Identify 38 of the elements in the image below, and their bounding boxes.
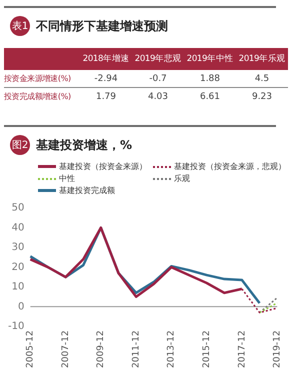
x-tick-label: 2015-12: [202, 330, 212, 368]
x-tick-label: 2019年悲观: [132, 48, 184, 70]
x-tick-label: 2019年乐观: [236, 48, 288, 70]
legend-label: 基建投资（按资金来源，悲观）: [174, 161, 286, 172]
y-tick-label: 0: [18, 301, 24, 312]
data-label: -0.7: [132, 70, 184, 88]
x-tick-label: 2013-12: [166, 330, 177, 368]
data-label: 4.03: [146, 90, 170, 104]
x-tick-label: 2007-12: [60, 330, 71, 368]
y-tick-label: -10: [8, 320, 24, 332]
y-tick-label: 10: [12, 282, 24, 293]
y-tick-label: 按资金来源增速(%): [4, 70, 80, 88]
y-tick-label: 投资完成额增速(%): [4, 91, 72, 103]
y-tick-label: 50: [12, 202, 24, 214]
chart-title: 不同情形下基建增速预测: [36, 18, 168, 34]
x-tick-label: 2017-12: [237, 330, 248, 368]
x-tick-label: 2018年增速: [80, 48, 132, 70]
caption: 图2: [10, 135, 30, 155]
text: 表1: [10, 16, 30, 36]
legend-label: 基建投资完成额: [59, 185, 115, 196]
legend-label: 乐观: [174, 173, 190, 184]
data-label: 9.23: [250, 90, 274, 104]
y-tick-label: 30: [12, 242, 24, 254]
x-tick-label: 2011-12: [131, 330, 142, 368]
legend-label: 基建投资（按资金来源）: [59, 161, 147, 172]
x-tick-label: 2009-12: [96, 330, 106, 368]
data-label: -2.94: [80, 70, 132, 88]
x-tick-label: 2019-12: [272, 330, 283, 368]
chart-title: 基建投资增速，%: [36, 136, 132, 154]
data-label: 1.88: [184, 70, 236, 88]
x-tick-label: 2019年中性: [184, 48, 236, 70]
y-tick-label: 20: [12, 262, 24, 273]
data-label: 1.79: [94, 90, 118, 104]
data-label: 6.61: [198, 90, 222, 104]
y-tick-label: 40: [12, 222, 24, 234]
x-tick-label: 2005-12: [26, 330, 36, 368]
legend-label: 中性: [59, 173, 75, 184]
data-label: 4.5: [236, 70, 288, 88]
